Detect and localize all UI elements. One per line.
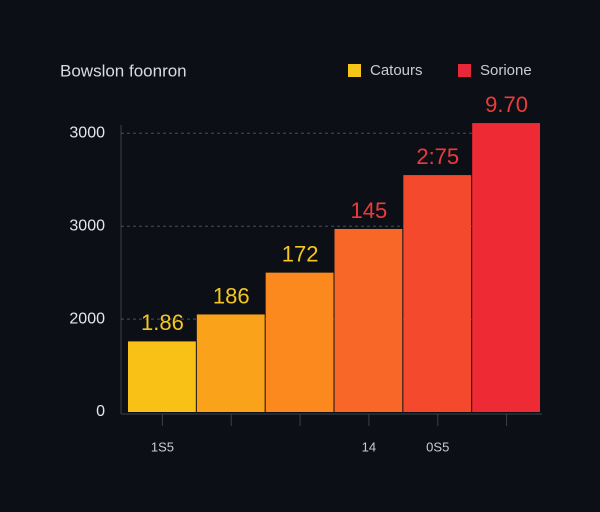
legend-swatch <box>348 64 361 77</box>
bar <box>196 314 265 412</box>
bar <box>403 175 472 412</box>
legend-label: Sorione <box>480 62 532 79</box>
legend-swatch <box>458 64 471 77</box>
y-tick-label: 2000 <box>69 310 105 327</box>
legend-label: Catours <box>370 62 423 79</box>
x-tick-label: 1S5 <box>151 439 174 454</box>
data-label: 9.70 <box>485 92 528 117</box>
y-tick-label: 0 <box>96 403 105 420</box>
x-tick-label: 0S5 <box>426 439 449 454</box>
y-tick-label: 3000 <box>69 217 105 234</box>
bar <box>265 272 334 412</box>
data-label: 1.86 <box>141 310 184 335</box>
x-tick-label: 14 <box>362 439 376 454</box>
data-label: 145 <box>351 198 388 223</box>
data-label: 186 <box>213 283 250 308</box>
data-label: 2:75 <box>416 144 459 169</box>
bar <box>334 228 403 412</box>
y-tick-label: 3000 <box>69 125 105 142</box>
chart-title: Bowslon foonron <box>60 61 187 80</box>
bar <box>472 123 540 412</box>
data-label: 172 <box>282 241 319 266</box>
bar <box>128 341 196 412</box>
